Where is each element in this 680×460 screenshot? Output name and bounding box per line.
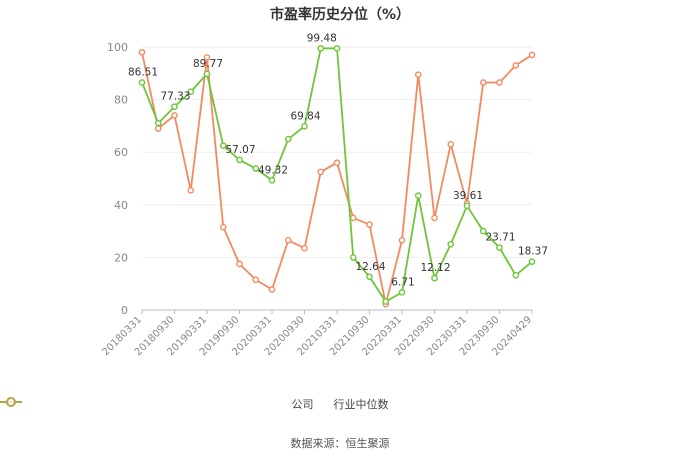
data-point-company[interactable] — [154, 119, 162, 127]
legend-item-company[interactable]: 公司 — [0, 396, 314, 412]
data-label: 18.37 — [518, 246, 548, 258]
data-point-company[interactable] — [463, 202, 471, 210]
data-point-industry[interactable] — [528, 51, 536, 59]
data-point-company[interactable] — [203, 70, 211, 78]
data-source: 数据来源：恒生聚源 — [290, 437, 390, 450]
data-point-company[interactable] — [528, 258, 536, 265]
data-point-company[interactable] — [447, 240, 455, 248]
data-label: 89.77 — [193, 58, 223, 70]
data-point-company[interactable] — [284, 135, 292, 143]
data-point-company[interactable] — [512, 271, 520, 279]
data-point-company[interactable] — [431, 274, 438, 282]
data-label: 6.71 — [391, 276, 414, 288]
data-point-company[interactable] — [268, 176, 276, 184]
legend-label-company: 公司 — [291, 398, 314, 411]
data-point-company[interactable] — [317, 45, 325, 52]
y-tick-label: 100 — [107, 41, 128, 54]
data-label: 99.48 — [307, 32, 337, 44]
data-point-company[interactable] — [479, 227, 487, 235]
data-label: 57.07 — [225, 144, 255, 156]
y-tick-label: 60 — [114, 146, 128, 159]
data-point-company[interactable] — [219, 142, 227, 149]
data-point-company[interactable] — [398, 289, 406, 296]
data-point-industry[interactable] — [268, 286, 276, 293]
y-tick-label: 40 — [114, 199, 128, 212]
data-point-industry[interactable] — [317, 168, 325, 176]
data-label: 77.33 — [160, 91, 190, 103]
legend-item-industry[interactable]: 行业中位数 — [0, 396, 389, 412]
data-point-industry[interactable] — [252, 276, 260, 284]
data-point-industry[interactable] — [431, 214, 438, 222]
data-point-company[interactable] — [496, 244, 503, 251]
y-tick-label: 0 — [121, 304, 128, 317]
series-line-industry — [141, 52, 533, 306]
data-point-industry[interactable] — [138, 48, 146, 56]
legend-label-industry: 行业中位数 — [333, 398, 389, 411]
grid-lines — [142, 46, 532, 311]
data-point-company[interactable] — [382, 298, 390, 305]
data-point-company[interactable] — [252, 165, 260, 172]
data-point-company[interactable] — [414, 192, 422, 199]
data-point-industry[interactable] — [284, 237, 292, 244]
y-tick-label: 20 — [114, 251, 128, 264]
legend-marker-industry — [0, 397, 22, 407]
data-point-company[interactable] — [349, 254, 357, 261]
data-point-company[interactable] — [171, 103, 178, 110]
pe-percentile-chart: 0 20 40 60 80 100 201803312018093020190331201… — [100, 32, 548, 358]
data-point-industry[interactable] — [366, 221, 373, 228]
data-label: 39.61 — [453, 190, 483, 202]
series-line-company — [141, 47, 533, 303]
data-point-company[interactable] — [301, 123, 308, 130]
data-label: 23.71 — [485, 232, 515, 244]
data-point-company[interactable] — [187, 88, 195, 96]
data-point-industry[interactable] — [414, 71, 422, 78]
data-point-industry[interactable] — [236, 260, 243, 268]
data-point-industry[interactable] — [187, 187, 195, 194]
data-point-industry[interactable] — [203, 54, 211, 61]
data-label: 49.32 — [258, 164, 288, 176]
x-axis: 2018033120180930201903312019093020200331… — [100, 310, 534, 358]
data-point-company[interactable] — [236, 156, 243, 164]
data-point-industry[interactable] — [301, 244, 308, 252]
legend: 公司 行业中位数 — [0, 396, 680, 412]
data-point-company[interactable] — [138, 79, 146, 86]
data-point-company[interactable] — [333, 45, 341, 52]
chart-title: 市盈率历史分位（%） — [269, 7, 411, 23]
data-point-industry[interactable] — [349, 214, 357, 222]
data-point-industry[interactable] — [447, 141, 455, 148]
y-tick-label: 80 — [114, 94, 128, 107]
series-lines — [138, 45, 536, 308]
data-label: 12.12 — [420, 262, 450, 274]
data-point-industry[interactable] — [496, 79, 503, 86]
data-point-industry[interactable] — [479, 79, 487, 86]
data-label: 69.84 — [290, 110, 320, 122]
data-label: 86.51 — [128, 66, 158, 78]
data-label: 12.64 — [355, 261, 385, 273]
data-point-industry[interactable] — [512, 62, 520, 69]
y-axis: 0 20 40 60 80 100 — [107, 41, 128, 317]
data-point-industry[interactable] — [398, 237, 406, 244]
data-point-industry[interactable] — [171, 112, 178, 119]
data-point-industry[interactable] — [219, 223, 227, 231]
data-point-industry[interactable] — [154, 125, 162, 132]
data-point-industry[interactable] — [333, 159, 341, 167]
data-point-company[interactable] — [366, 273, 373, 281]
